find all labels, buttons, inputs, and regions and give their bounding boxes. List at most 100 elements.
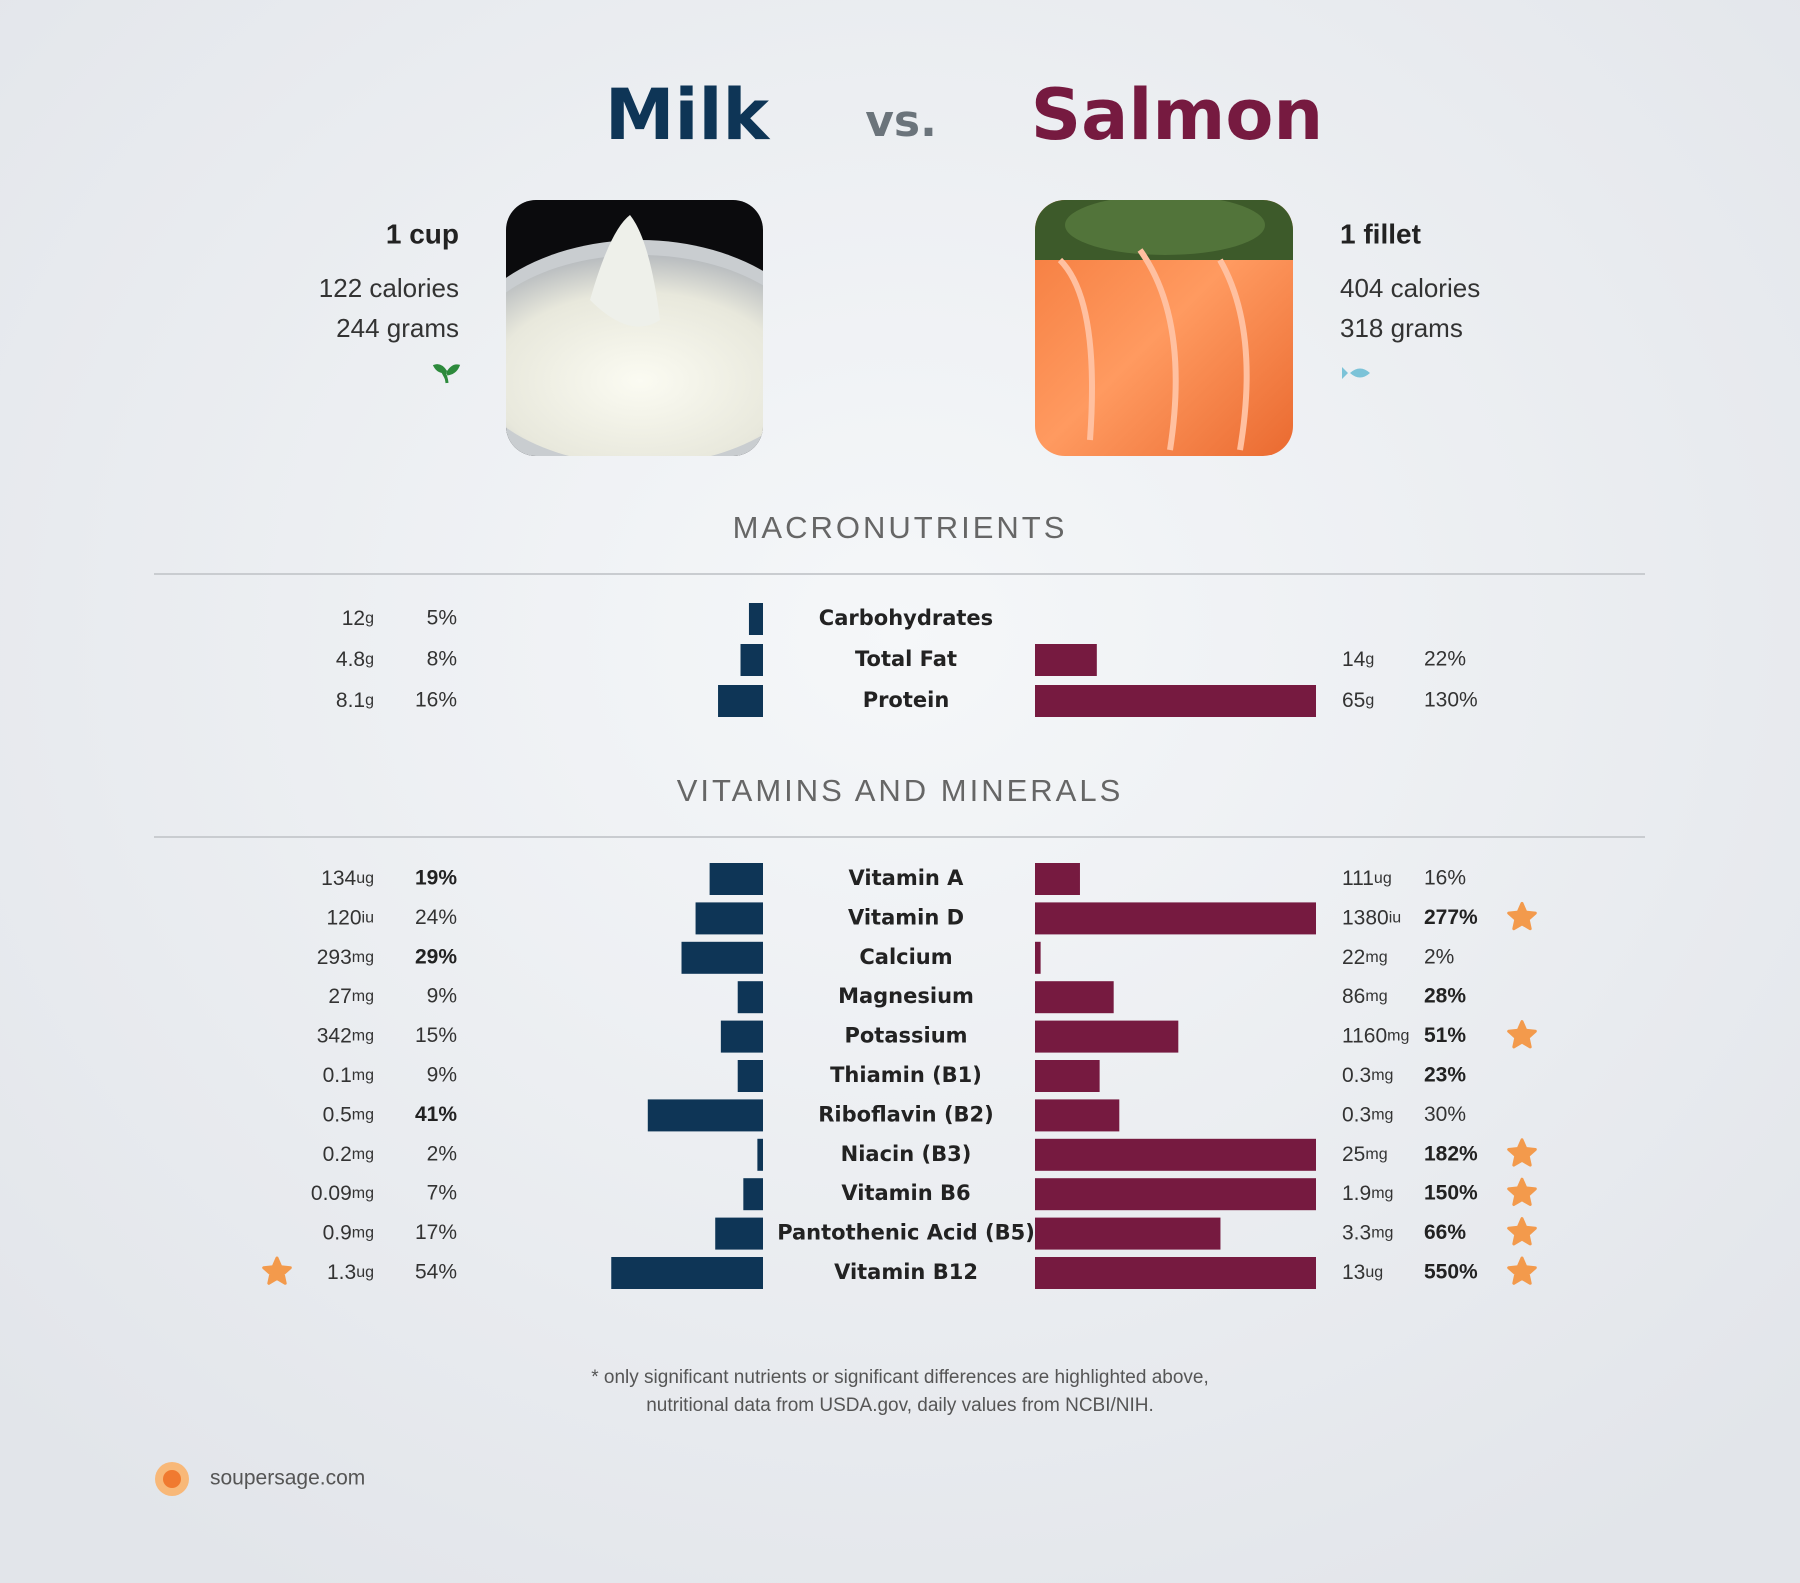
grams-left: 244 grams [336, 313, 459, 343]
percent: 22% [1424, 648, 1466, 671]
bar [1035, 941, 1041, 974]
bar [748, 603, 763, 635]
bar [740, 644, 763, 676]
amount: 342mg [317, 1024, 374, 1047]
nutrient-label: Vitamin A [849, 866, 965, 890]
amount-value: 1160 [1342, 1024, 1387, 1047]
amount: 65g [1342, 689, 1374, 712]
amount-unit: mg [1365, 988, 1387, 1005]
amount: 22mg [1342, 945, 1388, 968]
nutrient-label: Total Fat [855, 647, 957, 671]
serving-left: 1 cup [386, 218, 459, 249]
amount-unit: mg [352, 1146, 374, 1163]
section-title: VITAMINS AND MINERALS [677, 773, 1124, 808]
nutrient-label: Thiamin (B1) [830, 1063, 982, 1087]
amount: 293mg [317, 945, 374, 968]
brand: soupersage.com [210, 1467, 365, 1490]
bar [1035, 1217, 1221, 1250]
amount-value: 1.9 [1342, 1182, 1371, 1205]
percent: 24% [415, 906, 457, 929]
amount-unit: mg [1371, 1067, 1393, 1084]
amount: 25mg [1342, 1142, 1388, 1165]
amount-unit: mg [352, 1028, 374, 1045]
amount-value: 342 [317, 1024, 352, 1047]
percent: 8% [427, 648, 457, 671]
percent: 66% [1424, 1221, 1466, 1244]
percent: 15% [415, 1024, 457, 1047]
percent: 51% [1424, 1024, 1466, 1047]
bar [1035, 1060, 1100, 1092]
star-icon [1507, 1138, 1537, 1167]
nutrient-label: Vitamin D [848, 905, 964, 929]
amount-value: 22 [1342, 945, 1365, 968]
bar [737, 1060, 763, 1092]
section-title: MACRONUTRIENTS [733, 510, 1068, 545]
amount-value: 4.8 [336, 648, 365, 671]
amount-unit: mg [352, 949, 374, 966]
amount: 1380iu [1342, 906, 1401, 929]
amount-value: 0.2 [323, 1142, 352, 1165]
bar [1035, 1020, 1179, 1053]
amount-unit: iu [362, 910, 374, 927]
percent: 54% [415, 1261, 457, 1284]
star-icon [1507, 901, 1537, 931]
percent: 23% [1424, 1064, 1466, 1087]
bar [1035, 1138, 1316, 1171]
amount-value: 12 [342, 607, 365, 630]
amount: 4.8g [336, 648, 374, 671]
nutrient-label: Carbohydrates [819, 606, 993, 630]
star-icon [262, 1256, 292, 1285]
amount: 13ug [1342, 1261, 1383, 1284]
amount: 8.1g [336, 689, 374, 712]
amount-value: 27 [328, 985, 351, 1008]
star-icon [1507, 1177, 1537, 1206]
nutrient-label: Calcium [859, 945, 952, 969]
bar [1035, 685, 1316, 717]
fish-icon [1342, 367, 1370, 379]
amount-unit: mg [352, 988, 374, 1005]
amount-value: 14 [1342, 648, 1366, 671]
amount-value: 293 [317, 945, 352, 968]
bar [709, 863, 763, 895]
amount: 0.3mg [1342, 1103, 1393, 1126]
amount-unit: mg [352, 1107, 374, 1124]
bar [1035, 1178, 1316, 1211]
bar [611, 1257, 763, 1289]
percent: 9% [427, 985, 457, 1008]
amount: 86mg [1342, 985, 1388, 1008]
bar [1035, 1257, 1316, 1289]
amount-unit: mg [1365, 1146, 1387, 1163]
percent: 41% [415, 1103, 457, 1126]
percent: 5% [427, 607, 457, 630]
star-icon [1507, 1256, 1537, 1285]
milk-image [506, 200, 763, 456]
amount-unit: mg [352, 1185, 374, 1202]
footnote: * only significant nutrients or signific… [591, 1367, 1209, 1388]
amount-unit: iu [1389, 910, 1401, 927]
bar [1035, 863, 1080, 895]
nutrient-label: Riboflavin (B2) [818, 1102, 994, 1126]
bar [737, 981, 763, 1014]
percent: 9% [427, 1064, 457, 1087]
percent: 7% [427, 1182, 457, 1205]
star-icon [1507, 1217, 1537, 1246]
plant-icon [432, 364, 461, 384]
amount-unit: g [1365, 692, 1374, 709]
amount-value: 3.3 [1342, 1221, 1371, 1244]
nutrient-label: Vitamin B6 [841, 1181, 970, 1205]
amount-unit: ug [1374, 870, 1392, 887]
amount: 134ug [321, 867, 374, 890]
amount-unit: g [365, 651, 374, 668]
percent: 2% [427, 1142, 457, 1165]
bar [1035, 981, 1114, 1014]
amount-unit: mg [1365, 949, 1387, 966]
percent: 182% [1424, 1142, 1478, 1165]
amount-unit: mg [352, 1067, 374, 1084]
nutrient-label: Niacin (B3) [841, 1142, 972, 1166]
calories-left: 122 calories [319, 273, 459, 303]
food-title-left: Milk [605, 74, 771, 156]
calories-right: 404 calories [1340, 273, 1480, 303]
serving-right: 1 fillet [1340, 218, 1421, 249]
percent: 17% [415, 1221, 457, 1244]
percent: 28% [1424, 985, 1466, 1008]
